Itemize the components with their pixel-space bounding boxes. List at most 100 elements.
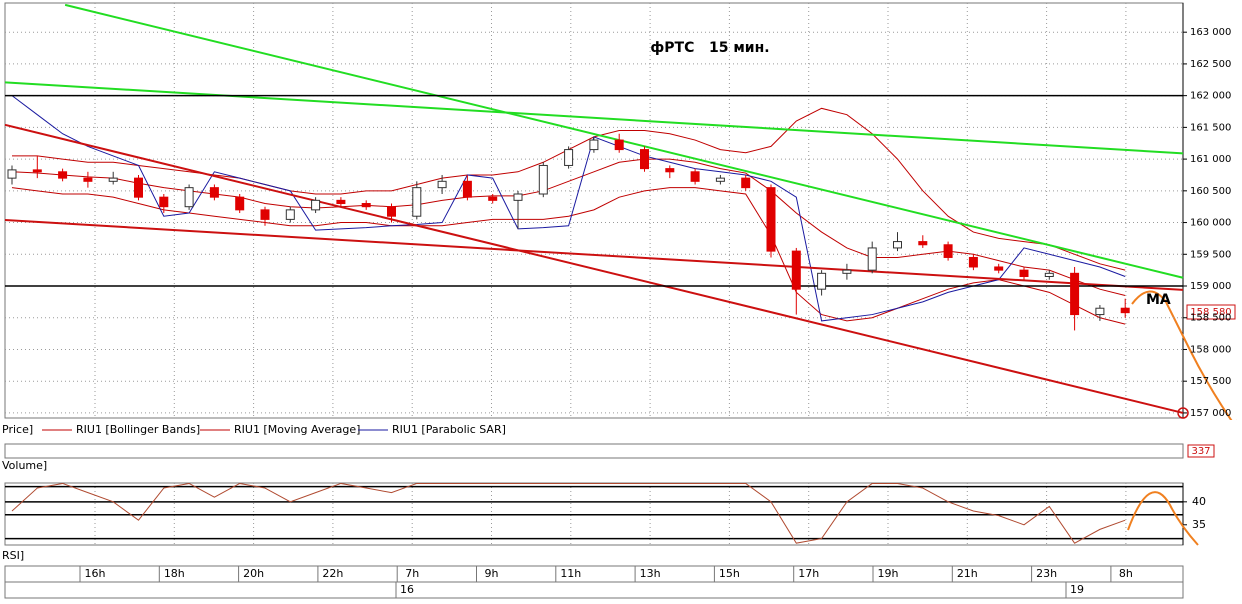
candle-body (715, 177, 725, 182)
time-label: 9h (485, 567, 499, 580)
candle-body (1095, 307, 1105, 316)
candle-body (867, 247, 877, 271)
candle-body (361, 203, 371, 208)
candle-body (968, 256, 978, 268)
candle-body (640, 149, 649, 170)
legend-label: RIU1 [Parabolic SAR] (392, 423, 506, 436)
y-tick-label: 162 500 (1190, 59, 1231, 70)
candle-body (943, 244, 953, 258)
last-price-box (1186, 304, 1236, 320)
annotation: MA (1146, 292, 1171, 308)
y-tick-label: 157 500 (1190, 376, 1231, 387)
time-label: 8h (1119, 567, 1133, 580)
candle-body (184, 187, 194, 208)
forecast-arrow (1131, 290, 1239, 431)
y-tick-label: 158 000 (1190, 344, 1231, 355)
rsi-forecast (1127, 491, 1199, 546)
chart-title: фРТС 15 мин. (650, 40, 769, 56)
time-label: 22h (322, 567, 343, 580)
candle-body (893, 241, 902, 249)
y-tick-label: 161 000 (1190, 154, 1231, 165)
candle-body (1070, 272, 1080, 316)
legend-label: RIU1 [Moving Average] (234, 423, 360, 436)
date-label: 16 (400, 583, 414, 596)
volume-label: Volume] (2, 459, 47, 472)
trendline (4, 81, 1184, 155)
candle-body (665, 168, 675, 173)
candle-body (83, 177, 93, 182)
y-tick-label: 160 500 (1190, 186, 1231, 197)
candle-body (159, 196, 169, 208)
time-label: 17h (798, 567, 819, 580)
candle-body (791, 250, 801, 290)
candle-body (564, 149, 574, 166)
candle-body (513, 193, 523, 201)
candle-body (741, 177, 751, 189)
candle-body (462, 180, 472, 198)
y-tick-label: 159 500 (1190, 249, 1231, 260)
y-tick-label: 160 000 (1190, 218, 1231, 229)
candle-body (817, 272, 827, 290)
candle-body (690, 171, 700, 182)
candle-body (488, 196, 498, 201)
candle-body (336, 199, 346, 205)
candle-body (108, 177, 118, 182)
y-tick-label: 158 500 (1190, 313, 1231, 324)
y-tick-label: 162 000 (1190, 91, 1231, 102)
volume-box (1187, 444, 1215, 458)
moving-average (11, 158, 1126, 297)
rsi-line (11, 483, 1126, 544)
candle-body (412, 187, 422, 217)
candle-body (32, 169, 42, 173)
candle-body (260, 209, 270, 220)
candle-body (285, 209, 295, 220)
legend-row (0, 420, 1242, 440)
candle-body (209, 187, 219, 198)
candle-body (918, 241, 928, 246)
legend-label: RIU1 [Bollinger Bands] (76, 423, 200, 436)
candle-body (1120, 307, 1130, 314)
time-label: 13h (640, 567, 661, 580)
candle-body (235, 196, 245, 211)
y-tick-label: 163 000 (1190, 27, 1231, 38)
legend-price: Price] (2, 423, 33, 436)
candle-body (134, 177, 143, 198)
candle-body (589, 139, 599, 151)
time-label: 21h (957, 567, 978, 580)
volume-value: 337 (1191, 446, 1210, 457)
bollinger-lower (11, 187, 1126, 325)
trendline (4, 219, 1184, 291)
time-label: 18h (164, 567, 185, 580)
candle-body (58, 171, 68, 179)
candle-body (387, 206, 396, 217)
y-tick-label: 159 000 (1190, 281, 1231, 292)
candle-body (842, 269, 852, 274)
time-label: 19h (878, 567, 899, 580)
last-price: 158 580 (1190, 307, 1231, 318)
volume-panel (4, 443, 1184, 459)
y-tick-label: 157 000 (1190, 408, 1231, 419)
parabolic-sar (11, 95, 1126, 322)
time-label: 23h (1036, 567, 1057, 580)
date-label: 19 (1070, 583, 1084, 596)
time-label: 7h (405, 567, 419, 580)
candle-body (437, 180, 447, 189)
time-label: 16h (85, 567, 106, 580)
time-label: 20h (243, 567, 264, 580)
rsi-tick-label: 40 (1192, 495, 1206, 508)
candle-body (7, 169, 17, 179)
trendline (64, 3, 1184, 279)
candle-body (614, 139, 624, 151)
rsi-tick-label: 35 (1192, 518, 1206, 531)
candle-body (311, 199, 321, 211)
candle-body (766, 187, 776, 252)
time-label: 11h (560, 567, 581, 580)
time-label: 15h (719, 567, 740, 580)
rsi-label: RSI] (2, 549, 24, 562)
trendline (4, 123, 1184, 414)
candle-body (1044, 272, 1054, 277)
y-tick-label: 161 500 (1190, 122, 1231, 133)
candle-body (994, 266, 1004, 271)
